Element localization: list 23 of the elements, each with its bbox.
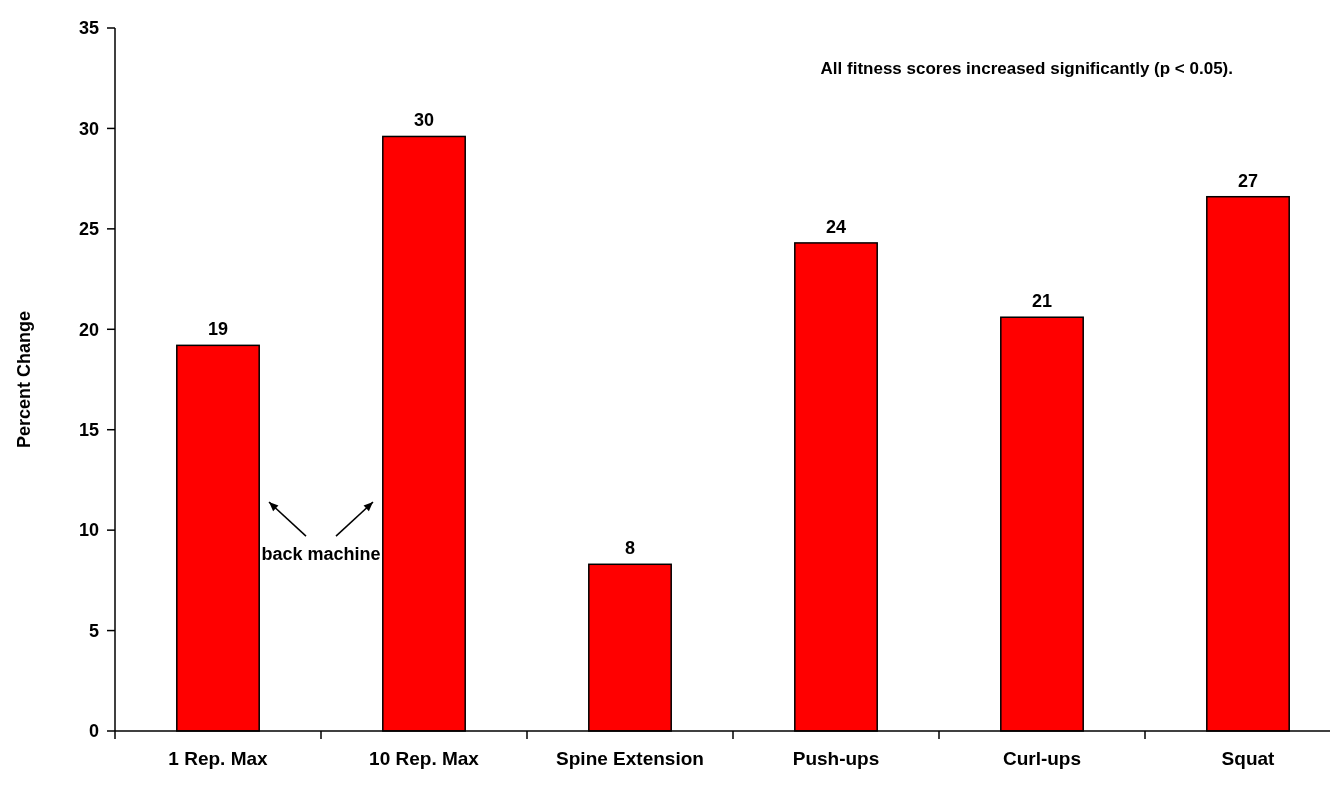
- y-axis-title: Percent Change: [14, 310, 34, 449]
- annotation: All fitness scores increased significantly (p < 0.05).: [820, 59, 1233, 79]
- x-tick-label: 1 Rep. Max: [168, 748, 269, 769]
- x-tick-label: Curl-ups: [1002, 748, 1082, 769]
- y-tick-label: 25: [78, 219, 99, 240]
- y-tick-label: 0: [88, 721, 99, 742]
- y-tick-label: 5: [88, 620, 99, 641]
- y-tick-label: 30: [78, 118, 99, 139]
- data-label: 21: [1031, 291, 1053, 312]
- data-label: 27: [1237, 170, 1259, 191]
- data-label: 8: [624, 538, 636, 559]
- data-label: 30: [413, 110, 435, 131]
- annotation: back machine: [261, 544, 381, 565]
- x-tick-label: Squat: [1221, 748, 1276, 769]
- x-tick-label: 10 Rep. Max: [369, 748, 480, 769]
- data-label: 24: [825, 216, 847, 237]
- y-tick-label: 35: [78, 18, 99, 39]
- x-tick-label: Spine Extension: [556, 748, 704, 769]
- y-tick-label: 15: [78, 420, 99, 441]
- y-tick-label: 20: [78, 319, 99, 340]
- y-tick-label: 10: [78, 520, 99, 541]
- x-tick-label: Push-ups: [792, 748, 880, 769]
- data-label: 19: [207, 319, 229, 340]
